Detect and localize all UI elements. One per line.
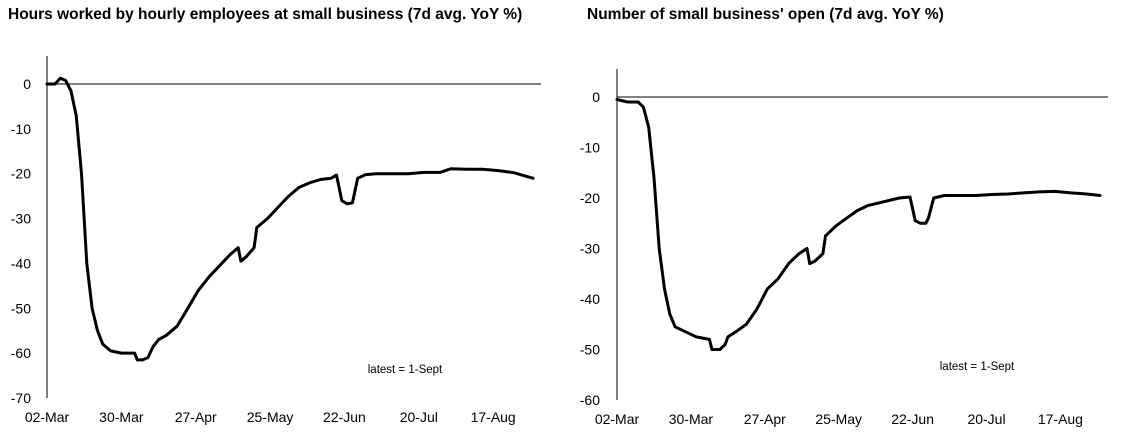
y-tick-label: -20 bbox=[580, 190, 600, 206]
y-tick-label: -40 bbox=[580, 291, 600, 307]
y-tick-label: -30 bbox=[580, 241, 600, 257]
chart-panel-businesses-open: Number of small business' open (7d avg. … bbox=[560, 0, 1121, 441]
y-tick-label: -70 bbox=[11, 390, 31, 406]
y-tick-label: -60 bbox=[580, 392, 600, 408]
series-line bbox=[615, 98, 1102, 351]
y-tick-label: -50 bbox=[580, 342, 600, 358]
x-tick-label: 27-Apr bbox=[744, 411, 786, 427]
chart-panel-hours-worked: Hours worked by hourly employees at smal… bbox=[0, 0, 560, 441]
x-tick-label: 02-Mar bbox=[595, 411, 640, 427]
y-tick-label: 0 bbox=[23, 76, 31, 92]
y-tick-label: -10 bbox=[11, 121, 31, 137]
x-tick-label: 30-Mar bbox=[669, 411, 714, 427]
y-tick-label: -50 bbox=[11, 300, 31, 316]
y-tick-label: -20 bbox=[11, 166, 31, 182]
x-tick-label: 17-Aug bbox=[1038, 411, 1083, 427]
x-tick-label: 02-Mar bbox=[25, 409, 70, 425]
x-tick-label: 22-Jun bbox=[323, 409, 366, 425]
x-tick-label: 30-Mar bbox=[99, 409, 144, 425]
x-tick-label: 20-Jul bbox=[400, 409, 438, 425]
chart-title: Number of small business' open (7d avg. … bbox=[587, 6, 944, 23]
series-line bbox=[45, 76, 535, 362]
y-tick-label: -40 bbox=[11, 255, 31, 271]
y-tick-label: -10 bbox=[580, 140, 600, 156]
y-tick-label: 0 bbox=[592, 89, 600, 105]
latest-annotation: latest = 1-Sept bbox=[940, 361, 1015, 373]
x-tick-label: 25-May bbox=[247, 409, 294, 425]
y-tick-label: -30 bbox=[11, 211, 31, 227]
x-tick-label: 20-Jul bbox=[967, 411, 1005, 427]
chart-title: Hours worked by hourly employees at smal… bbox=[8, 6, 523, 23]
latest-annotation: latest = 1-Sept bbox=[368, 364, 443, 376]
x-tick-label: 27-Apr bbox=[175, 409, 217, 425]
x-tick-label: 17-Aug bbox=[471, 409, 516, 425]
y-tick-label: -60 bbox=[11, 345, 31, 361]
x-tick-label: 25-May bbox=[815, 411, 862, 427]
x-tick-label: 22-Jun bbox=[891, 411, 934, 427]
line-chart-businesses-open: 0 -10 -20 -30 -40 -50 -60 02-Mar 30-Mar 27-Apr 25-… bbox=[580, 69, 1108, 427]
line-chart-hours-worked: 0 -10 -20 -30 -40 -50 -60 -70 02-Mar 30-Mar 27-Apr… bbox=[11, 56, 541, 425]
